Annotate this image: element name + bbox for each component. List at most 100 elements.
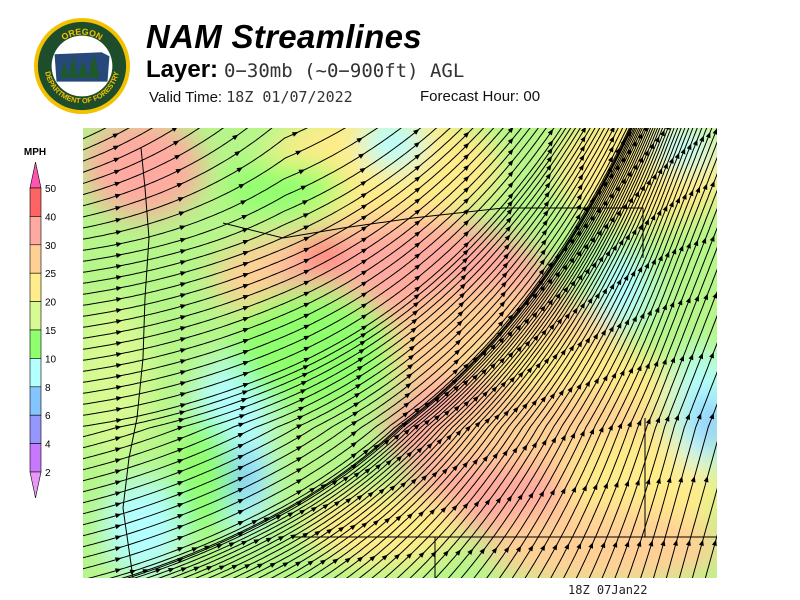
streamline-arrowhead xyxy=(579,145,585,152)
streamline-arrowhead xyxy=(180,392,187,397)
streamline-arrowhead xyxy=(180,567,188,573)
streamline-arrowhead xyxy=(361,215,368,221)
streamline-arrowhead xyxy=(608,192,614,199)
streamline-arrowhead xyxy=(533,334,539,342)
streamline-arrowhead xyxy=(576,542,582,550)
streamline-arrowhead xyxy=(180,381,187,386)
streamline-arrowhead xyxy=(528,492,534,499)
streamline-arrowhead xyxy=(609,136,615,143)
colorbar-tick-label: 4 xyxy=(45,440,51,451)
streamline xyxy=(83,128,606,526)
streamline-arrowhead xyxy=(538,268,545,275)
layer-value: 0−30mb (~0−900ft) AGL xyxy=(224,60,465,82)
streamline-arrowhead xyxy=(677,298,683,306)
streamline-arrowhead xyxy=(694,295,699,302)
wind-speed-patch xyxy=(705,426,717,450)
streamline-arrowhead xyxy=(463,164,470,171)
streamline-arrowhead xyxy=(498,310,505,317)
valid-time-value: 18Z 01/07/2022 xyxy=(226,88,353,106)
streamline-arrowhead xyxy=(663,162,668,169)
streamline-arrowhead xyxy=(505,225,512,232)
streamline-arrowhead xyxy=(460,274,467,281)
streamline-arrowhead xyxy=(358,348,365,355)
streamline-arrowhead xyxy=(660,539,666,547)
streamline-arrowhead xyxy=(180,271,187,276)
streamline-arrowhead xyxy=(412,301,420,308)
streamline-arrowhead xyxy=(142,569,149,574)
streamline-arrowhead xyxy=(177,558,184,563)
streamline-arrowhead xyxy=(703,476,709,483)
streamline-arrowhead xyxy=(555,292,561,299)
streamline-arrowhead xyxy=(588,542,594,549)
streamline-arrowhead xyxy=(357,556,364,563)
streamline-arrowhead xyxy=(568,344,575,352)
streamline-arrowhead xyxy=(237,432,245,438)
streamline-arrowhead xyxy=(295,561,302,567)
streamline-arrowhead xyxy=(453,358,460,365)
streamline-arrowhead xyxy=(114,458,122,464)
streamline-arrowhead xyxy=(360,180,367,187)
streamline xyxy=(83,128,514,361)
streamline-arrowhead xyxy=(654,306,660,313)
streamline-arrowhead xyxy=(591,261,597,268)
streamline-arrowhead xyxy=(611,372,617,379)
streamline-arrowhead xyxy=(645,417,651,425)
colorbar-band xyxy=(29,358,42,388)
streamline-arrowhead xyxy=(517,493,523,501)
streamline-arrowhead xyxy=(499,357,505,364)
streamline-arrowhead xyxy=(618,239,624,246)
streamline-arrowhead xyxy=(240,406,247,411)
streamline-arrowhead xyxy=(592,483,598,491)
streamline-arrowhead xyxy=(413,293,420,300)
streamline-arrowhead xyxy=(228,542,236,548)
streamline xyxy=(126,128,632,578)
colorbar-tick-label: 30 xyxy=(45,241,57,252)
streamline-arrowhead xyxy=(696,413,702,420)
streamline-arrowhead xyxy=(484,498,491,506)
streamline-arrowhead xyxy=(541,329,547,336)
wind-speed-colorbar: MPH 50 40 30 25 20 15 10 8 6 4 2 xyxy=(24,147,57,499)
streamline-arrowhead xyxy=(407,363,414,370)
forecast-hour-value: 00 xyxy=(523,88,541,105)
streamline-arrowhead xyxy=(585,380,591,387)
streamline-arrowhead xyxy=(690,476,696,483)
streamline-arrowhead xyxy=(506,495,512,502)
streamline xyxy=(396,128,682,578)
streamline-arrowhead xyxy=(463,142,470,149)
streamline-arrowhead xyxy=(180,304,187,309)
streamline-arrowhead xyxy=(463,186,470,193)
streamline-arrowhead xyxy=(463,197,470,204)
streamline-arrowhead xyxy=(609,128,615,133)
streamline-arrowhead xyxy=(414,209,421,215)
streamline-arrowhead xyxy=(543,200,550,207)
streamline xyxy=(83,128,522,372)
streamline-arrowhead xyxy=(114,193,122,199)
streamline-arrowhead xyxy=(462,257,469,264)
streamline-arrowhead xyxy=(626,420,632,428)
streamline-arrowhead xyxy=(115,297,123,303)
streamline-arrowhead xyxy=(263,517,270,523)
streamline-arrowhead xyxy=(364,468,371,474)
streamline-arrowhead xyxy=(507,137,514,145)
streamline-arrowhead xyxy=(345,497,352,504)
streamline-arrowhead xyxy=(400,481,407,488)
streamline-arrowhead xyxy=(576,250,582,257)
streamline-arrowhead xyxy=(359,167,366,174)
streamline-arrowhead xyxy=(651,258,656,265)
streamline-arrowhead xyxy=(408,354,415,361)
streamline-arrowhead xyxy=(544,191,550,198)
streamline-arrowhead xyxy=(114,568,122,574)
streamline-arrowhead xyxy=(242,273,250,278)
streamline xyxy=(346,128,669,578)
streamline-arrowhead xyxy=(303,269,310,275)
streamline-arrowhead xyxy=(115,319,123,325)
streamline-arrowhead xyxy=(440,506,447,513)
streamline-arrowhead xyxy=(405,382,412,389)
streamline-arrowhead xyxy=(322,503,329,510)
streamline-arrowhead xyxy=(522,444,528,451)
streamline-arrowhead xyxy=(333,500,341,507)
streamline-arrowhead xyxy=(241,540,248,546)
streamline-arrowhead xyxy=(543,357,550,364)
streamline xyxy=(460,128,703,578)
streamline-arrowhead xyxy=(622,203,628,210)
